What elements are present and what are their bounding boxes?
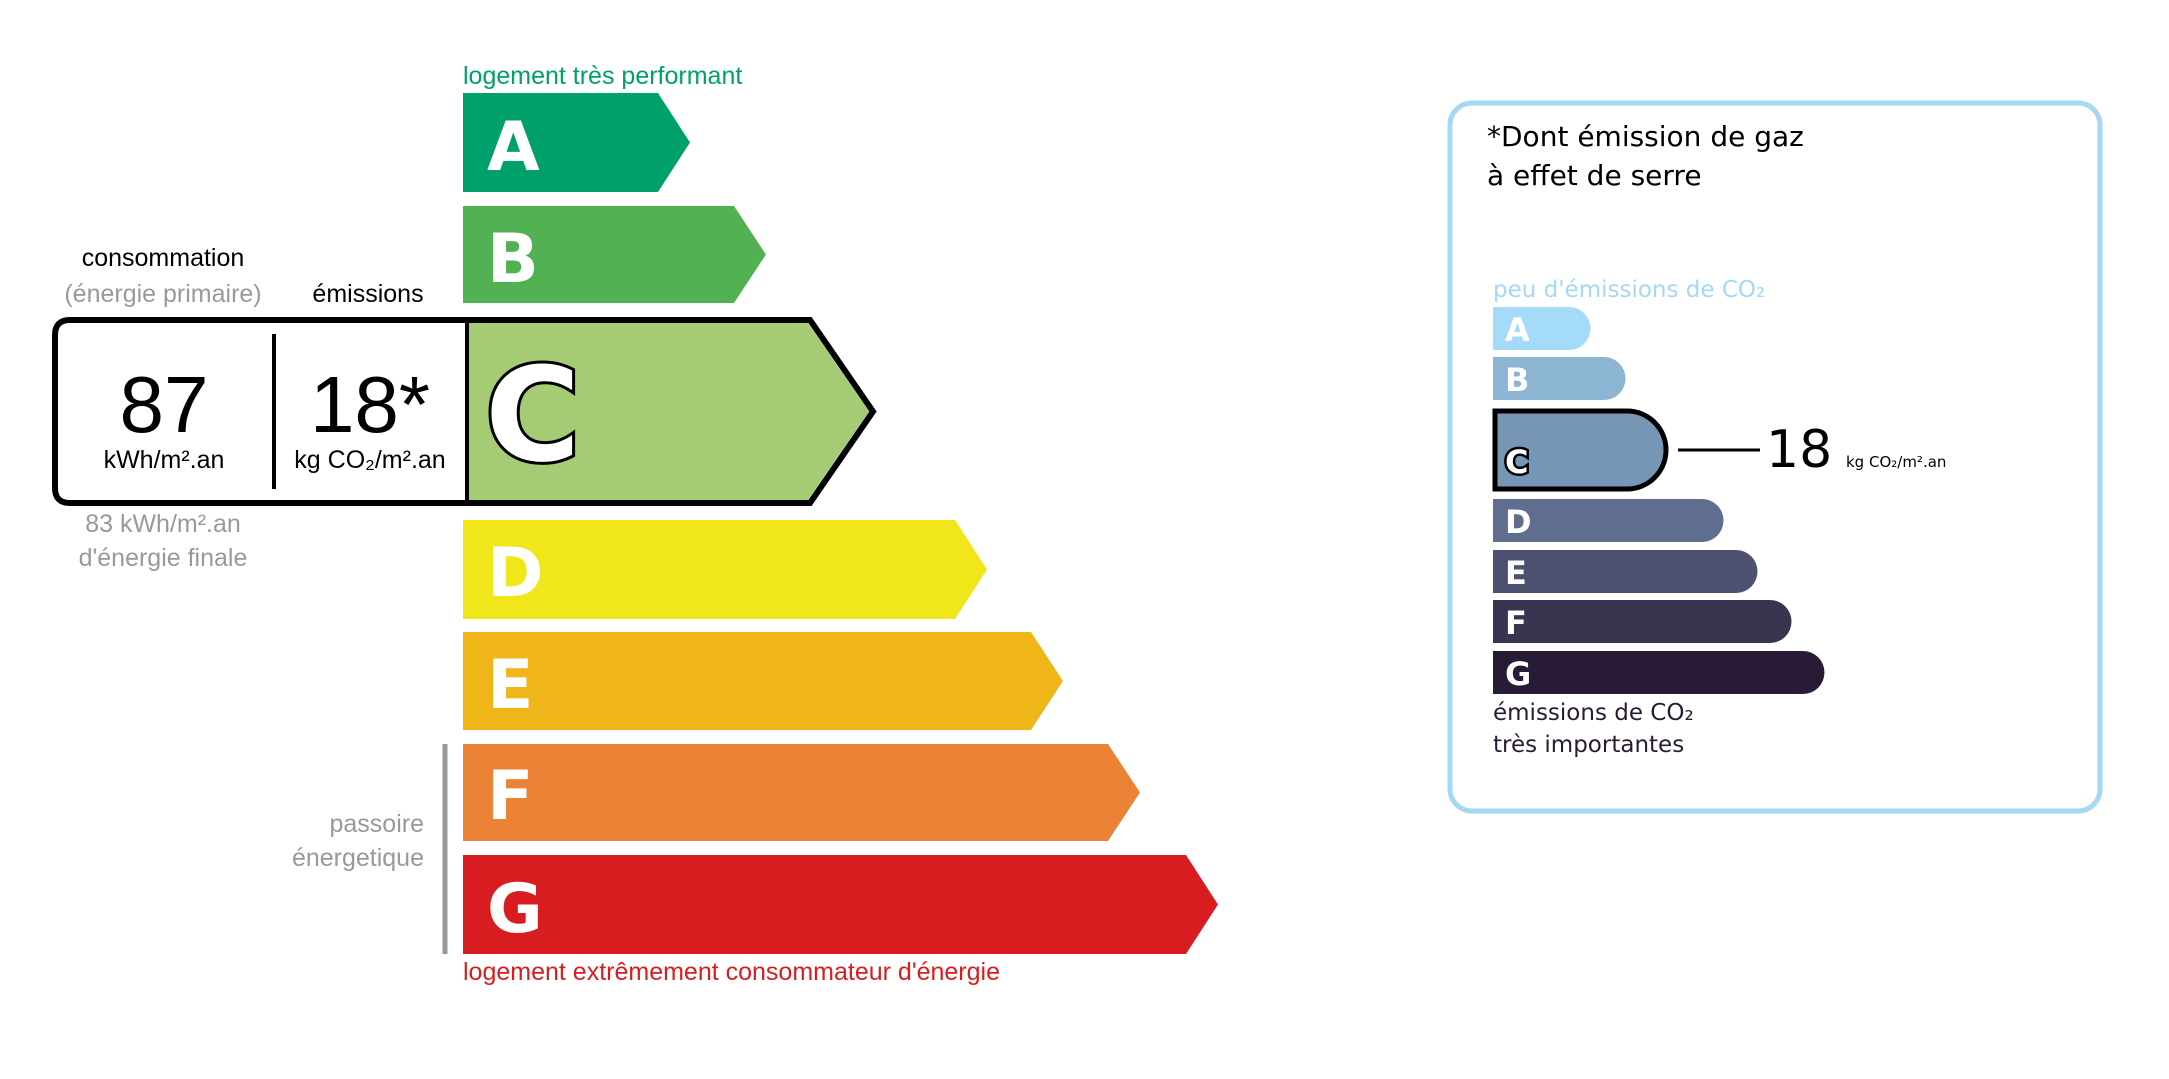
ges-bar-G: G — [1493, 651, 1825, 694]
ges-bottom-label-2: très importantes — [1493, 732, 1684, 758]
passoire-label-2: énergetique — [292, 844, 424, 872]
energy-letter-C: C — [485, 339, 580, 491]
ges-unit: kg CO₂/m².an — [1846, 453, 1946, 471]
ges-value: 18 — [1766, 420, 1832, 480]
svg-text:E: E — [1505, 554, 1527, 592]
energy-bar-C — [467, 323, 869, 500]
emissions-unit: kg CO₂/m².an — [294, 446, 445, 474]
passoire-label-1: passoire — [330, 810, 425, 838]
final-energy-label: d'énergie finale — [79, 544, 248, 572]
svg-text:B: B — [1505, 361, 1529, 399]
energy-letter-F: F — [487, 757, 533, 836]
energy-bar-B: B — [463, 206, 766, 303]
energy-bottom-label: logement extrêmement consommateur d'éner… — [463, 958, 1000, 986]
ges-bar-F: F — [1493, 600, 1792, 643]
svg-text:A: A — [1505, 311, 1530, 349]
energy-letter-G: G — [487, 870, 543, 949]
ges-title-1: *Dont émission de gaz — [1487, 120, 1804, 153]
ges-bar-E: E — [1493, 550, 1758, 593]
energy-letter-B: B — [487, 220, 539, 299]
consumption-unit: kWh/m².an — [104, 446, 225, 474]
consumption-label: consommation — [82, 244, 245, 272]
emissions-label: émissions — [312, 280, 423, 308]
energy-current-box: C 87 kWh/m².an 18* kg CO₂/m².an — [52, 317, 877, 506]
energy-bar-E: E — [463, 632, 1063, 730]
svg-text:G: G — [1505, 655, 1531, 693]
ges-bar-B: B — [1493, 357, 1626, 400]
svg-text:D: D — [1505, 503, 1532, 541]
emissions-value: 18* — [310, 360, 430, 449]
energy-bar-A: A — [463, 93, 690, 192]
final-energy-value: 83 kWh/m².an — [85, 510, 241, 538]
ges-bar-A: A — [1493, 307, 1591, 350]
svg-text:F: F — [1505, 604, 1527, 642]
consumption-value: 87 — [120, 360, 209, 449]
consumption-sublabel: (énergie primaire) — [64, 280, 261, 308]
energy-bar-D: D — [463, 520, 987, 619]
ges-title-2: à effet de serre — [1487, 159, 1702, 192]
ges-bottom-label-1: émissions de CO₂ — [1493, 700, 1694, 726]
energy-bar-F: F — [463, 744, 1140, 841]
energy-letter-D: D — [487, 534, 543, 613]
ges-bar-D: D — [1493, 499, 1724, 542]
energy-top-label: logement très performant — [463, 62, 742, 90]
energy-letter-A: A — [487, 108, 540, 187]
ges-top-label: peu d'émissions de CO₂ — [1493, 277, 1765, 303]
ges-bar-C: C — [1492, 408, 1669, 492]
svg-text:C: C — [1505, 443, 1528, 481]
energy-letter-E: E — [487, 646, 533, 725]
energy-bar-G: G — [463, 855, 1218, 954]
